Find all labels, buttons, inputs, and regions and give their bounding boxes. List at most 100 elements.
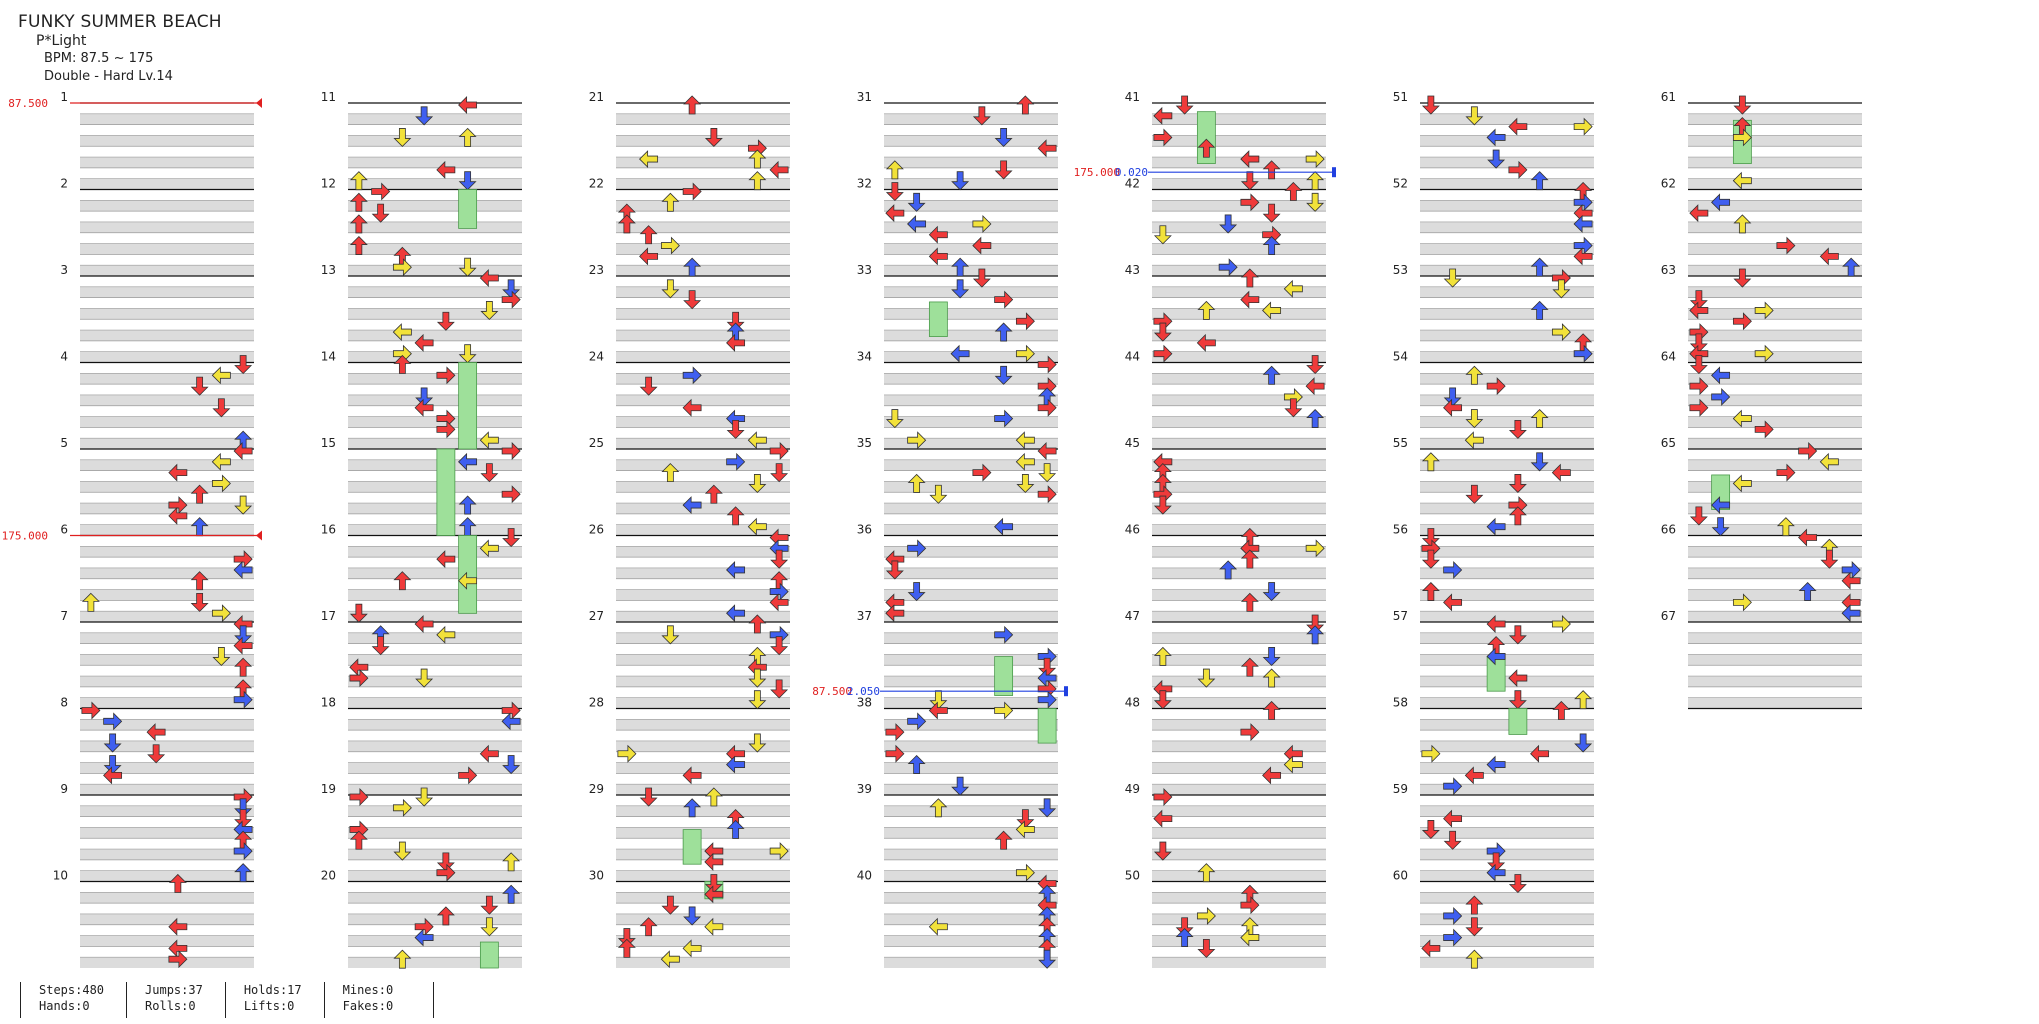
left-arrow-icon [1218, 258, 1238, 277]
beat-band [348, 676, 522, 687]
down-arrow-icon [726, 311, 745, 331]
left-arrow-icon [1305, 539, 1325, 558]
measure-36: 36 [857, 523, 1058, 622]
beat-band [884, 308, 1058, 320]
beat-band [1152, 351, 1326, 363]
beat-band [1688, 524, 1862, 536]
beat-band [1420, 459, 1594, 471]
beat-band [884, 849, 1058, 860]
beat-band [1152, 243, 1326, 255]
beat-band [1152, 481, 1326, 493]
down-arrow-icon [458, 171, 477, 191]
beat-band [348, 243, 522, 255]
down-arrow-icon [1038, 798, 1057, 818]
beat-band [1420, 351, 1594, 363]
stat-fakes: Fakes:0 [342, 999, 394, 1013]
measure-4: 4 [60, 350, 254, 449]
measure-number: 47 [1125, 609, 1140, 623]
up-arrow-icon [1306, 171, 1325, 191]
right-arrow-icon [1732, 409, 1752, 428]
measure-number: 19 [321, 782, 336, 796]
beat-band [1420, 243, 1594, 255]
beat-band [616, 503, 790, 514]
measure-38: 38 [857, 696, 1058, 795]
beat-band [1688, 611, 1862, 622]
left-arrow-icon [1037, 355, 1057, 374]
beat-band [1420, 394, 1594, 406]
beat-band [348, 200, 522, 212]
beat-band [1152, 438, 1326, 449]
beat-band [80, 676, 254, 687]
beat-band [616, 113, 790, 125]
beat-band [1688, 351, 1862, 363]
measure-12: 12 [321, 177, 522, 276]
up-arrow-icon [1465, 365, 1484, 385]
right-arrow-icon [1443, 809, 1463, 828]
beat-band [80, 416, 254, 428]
left-arrow-icon [1732, 128, 1752, 147]
beat-band [1688, 654, 1862, 666]
down-arrow-icon [1465, 484, 1484, 504]
measure-20: 20 [321, 869, 522, 968]
beat-band [1688, 481, 1862, 493]
right-arrow-icon [726, 604, 746, 623]
down-arrow-icon [1552, 279, 1571, 299]
right-arrow-icon [349, 658, 369, 677]
beat-band [348, 589, 522, 601]
beat-band [616, 416, 790, 428]
down-arrow-icon [147, 744, 166, 764]
right-arrow-icon [211, 452, 231, 471]
down-arrow-icon [415, 787, 434, 807]
up-arrow-icon [393, 354, 412, 374]
beat-band [616, 892, 790, 904]
measure-number: 34 [857, 350, 872, 364]
beat-band [80, 308, 254, 320]
beat-band [348, 762, 522, 774]
beat-band [348, 827, 522, 839]
stop-duration-label: 0.020 [1115, 166, 1148, 179]
down-arrow-icon [1038, 949, 1057, 969]
right-arrow-icon [907, 214, 927, 233]
beat-band [1152, 459, 1326, 471]
left-arrow-icon [1732, 312, 1752, 331]
beat-band [80, 157, 254, 168]
right-arrow-icon [1711, 193, 1731, 212]
beat-band [616, 394, 790, 406]
measure-number: 43 [1125, 263, 1140, 277]
right-arrow-icon [885, 604, 905, 623]
right-arrow-icon [682, 496, 702, 515]
left-arrow-icon [414, 917, 434, 936]
left-arrow-icon [392, 258, 412, 277]
measure-number: 26 [589, 523, 604, 537]
beat-band [1688, 416, 1862, 428]
beat-band [616, 957, 790, 968]
down-arrow-icon [1443, 830, 1462, 850]
measure-64: 64 [1661, 350, 1862, 449]
right-arrow-icon [1711, 366, 1731, 385]
beat-band [616, 351, 790, 363]
down-arrow-icon [1262, 647, 1281, 667]
beat-band [348, 135, 522, 147]
up-arrow-icon [1306, 625, 1325, 645]
left-arrow-icon [436, 420, 456, 439]
down-arrow-icon [1153, 690, 1172, 710]
up-arrow-icon [349, 235, 368, 255]
down-arrow-icon [1733, 95, 1752, 115]
right-arrow-icon [769, 593, 789, 612]
right-arrow-icon [950, 344, 970, 363]
measure-number: 28 [589, 696, 604, 710]
notes-measure-53 [1443, 268, 1593, 363]
left-arrow-icon [972, 214, 992, 233]
down-arrow-icon [371, 636, 390, 656]
down-arrow-icon [1306, 614, 1325, 634]
hold-body [436, 448, 456, 536]
stat-rolls: Rolls:0 [145, 999, 196, 1013]
measure-number: 25 [589, 436, 604, 450]
beat-band [1420, 200, 1594, 212]
beat-band [80, 221, 254, 233]
beat-band [884, 654, 1058, 666]
beat-band [80, 394, 254, 406]
left-arrow-icon [233, 550, 253, 569]
beat-band [80, 373, 254, 385]
